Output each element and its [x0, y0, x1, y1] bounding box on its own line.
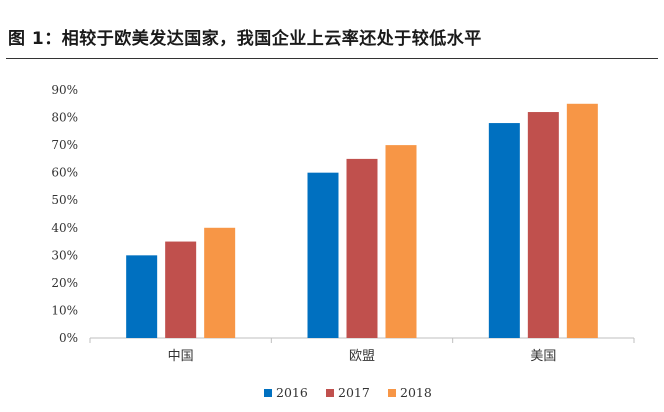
y-tick-label: 50%: [51, 193, 78, 207]
bar-中国-2018: [204, 227, 236, 338]
legend-label: 2017: [338, 385, 370, 400]
legend-label: 2018: [400, 385, 432, 400]
y-tick-label: 0%: [59, 331, 78, 345]
y-tick-label: 30%: [51, 248, 78, 262]
y-tick-label: 60%: [51, 166, 78, 180]
chart-title: 图 1：相较于欧美发达国家，我国企业上云率还处于较低水平: [8, 29, 482, 49]
y-tick-label: 10%: [51, 303, 78, 317]
y-tick-label: 20%: [51, 276, 78, 290]
bar-美国-2016: [488, 123, 520, 338]
title-divider: [6, 58, 658, 59]
legend-swatch-2017: [326, 389, 334, 397]
bar-欧盟-2016: [307, 172, 339, 338]
bar-欧盟-2018: [385, 145, 417, 338]
y-tick-label: 80%: [51, 111, 78, 125]
legend-label: 2016: [276, 385, 308, 400]
legend-swatch-2016: [264, 389, 272, 397]
bar-美国-2018: [566, 103, 598, 339]
bar-中国-2017: [165, 241, 197, 338]
x-category-label: 欧盟: [349, 349, 375, 364]
bar-欧盟-2017: [346, 158, 378, 338]
y-tick-label: 70%: [51, 138, 78, 152]
bar-美国-2017: [527, 112, 559, 339]
legend-swatch-2018: [388, 389, 396, 397]
y-tick-label: 40%: [51, 221, 78, 235]
bar-中国-2016: [126, 255, 158, 338]
x-category-label: 中国: [168, 349, 194, 364]
y-tick-label: 90%: [51, 83, 78, 97]
x-category-label: 美国: [530, 349, 556, 364]
